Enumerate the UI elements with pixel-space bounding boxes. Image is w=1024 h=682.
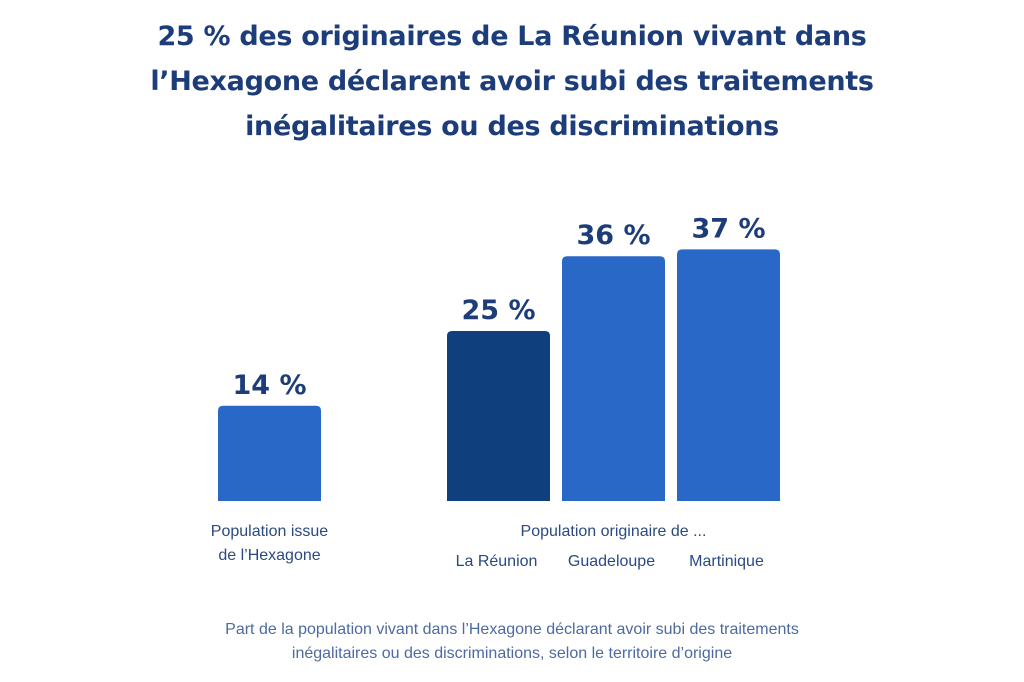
chart-title: 25 % des originaires de La Réunion vivan…: [0, 14, 1024, 149]
labels-layer: 14 % 25 % 36 % 37 % Population issue de l’Hex…: [211, 213, 766, 570]
bar-0: [218, 405, 321, 501]
category-label: La Réunion: [456, 553, 538, 570]
bar-value-label: 37 %: [691, 213, 765, 244]
bar-value-label: 36 %: [576, 220, 650, 251]
title-line: 25 % des originaires de La Réunion vivan…: [157, 21, 867, 52]
bars-layer: [218, 249, 780, 501]
category-label: Guadeloupe: [568, 553, 655, 570]
group-label: de l’Hexagone: [218, 547, 320, 564]
caption-line: inégalitaires ou des discriminations, se…: [291, 645, 733, 662]
bar-value-label: 14 %: [232, 370, 306, 401]
bar-3: [677, 249, 780, 501]
group-label: Population issue: [211, 523, 329, 540]
title-line: inégalitaires ou des discriminations: [245, 111, 779, 142]
bar-1: [447, 331, 550, 501]
category-label: Martinique: [689, 553, 764, 570]
chart-caption: Part de la population vivant dans l’Hexa…: [0, 618, 1024, 666]
caption-line: Part de la population vivant dans l’Hexa…: [225, 621, 799, 638]
group-label: Population originaire de ...: [521, 523, 707, 540]
bar-2: [562, 256, 665, 501]
title-line: l’Hexagone déclarent avoir subi des trai…: [150, 66, 874, 97]
bar-value-label: 25 %: [461, 295, 535, 326]
